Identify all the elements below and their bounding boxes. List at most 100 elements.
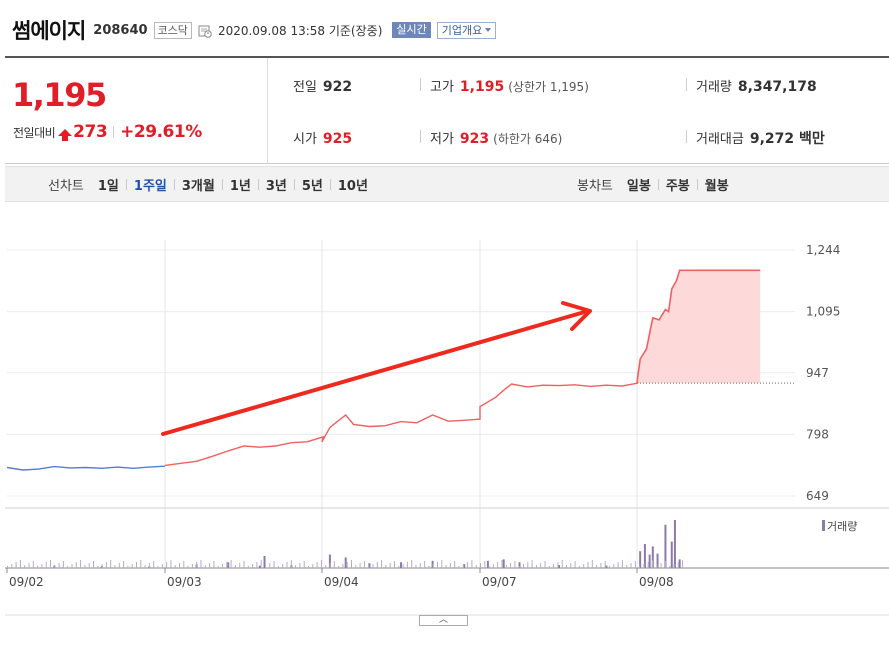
tab-3month[interactable]: 3개월 xyxy=(181,178,215,194)
volume-bar xyxy=(148,563,150,568)
volume-bar xyxy=(227,562,230,568)
price-change: 전일대비 273 +29.61% xyxy=(13,122,202,142)
x-tick-label: 09/07 xyxy=(482,575,517,589)
volume-bar xyxy=(432,564,434,568)
divider xyxy=(420,130,421,143)
volume-bar xyxy=(497,562,499,568)
volume-bar xyxy=(488,566,490,568)
volume-bar xyxy=(437,562,438,568)
volume-bar xyxy=(127,566,129,568)
volume-bar xyxy=(32,561,34,568)
volume-bar xyxy=(265,565,266,568)
divider xyxy=(696,178,698,190)
volume-bar xyxy=(605,565,608,568)
tab-3year[interactable]: 3년 xyxy=(265,178,287,194)
volume-bar xyxy=(196,562,198,568)
open-label: 시가 xyxy=(293,132,317,147)
volume-bar xyxy=(256,562,258,568)
y-tick-label: 1,095 xyxy=(806,305,840,319)
volume-bar xyxy=(19,560,21,568)
volume-bar xyxy=(514,561,516,568)
volume-bar xyxy=(209,563,211,568)
x-tick-label: 09/02 xyxy=(9,575,44,589)
tab-monthly[interactable]: 월봉 xyxy=(704,178,729,194)
collapse-chart-button[interactable]: ︿ xyxy=(419,615,468,626)
volume-bar xyxy=(174,565,176,568)
volume-bar xyxy=(634,561,636,568)
high-label: 고가 xyxy=(430,80,454,95)
volume-bar xyxy=(419,563,421,568)
volume-bar xyxy=(191,564,193,568)
volume-bar xyxy=(234,565,236,568)
volume-bar xyxy=(187,566,189,568)
volume-bar xyxy=(299,563,301,568)
volume-bar xyxy=(342,564,344,568)
volume-bar xyxy=(591,560,593,568)
volume-label: 거래량 xyxy=(696,80,732,95)
change-label: 전일대비 xyxy=(13,125,56,140)
volume-bar xyxy=(626,565,628,568)
volume-bar xyxy=(458,566,460,568)
chart-tabbar: 선차트 1일 1주일 3개월 1년 3년 5년 10년 봉차트 일봉 주봉 월봉 xyxy=(5,166,889,202)
volume-bar xyxy=(376,562,378,568)
line-chart-tabs: 선차트 1일 1주일 3개월 1년 3년 5년 10년 xyxy=(48,167,368,201)
volume-bar xyxy=(269,563,271,568)
volume-bar xyxy=(527,562,529,568)
company-overview-button[interactable]: 기업개요 xyxy=(436,21,497,39)
volume-bar xyxy=(445,565,447,568)
divider xyxy=(329,178,331,190)
volume-bar xyxy=(123,561,125,568)
volume-bar xyxy=(97,566,99,568)
tab-1week[interactable]: 1주일 xyxy=(133,178,167,194)
volume-bar xyxy=(682,560,684,568)
volume-bar xyxy=(144,565,146,568)
volume-bar xyxy=(505,565,507,568)
volume-bar xyxy=(200,560,202,568)
tab-1day[interactable]: 1일 xyxy=(97,178,119,194)
volume-bar xyxy=(258,565,261,568)
volume-bar xyxy=(670,541,673,568)
realtime-button[interactable]: 실시간 xyxy=(392,22,431,38)
volume-bar xyxy=(678,559,681,568)
tab-10year[interactable]: 10년 xyxy=(337,178,368,194)
divider xyxy=(657,178,659,190)
volume-bar xyxy=(402,564,404,568)
volume-bar xyxy=(75,562,77,568)
tab-5year[interactable]: 5년 xyxy=(301,178,323,194)
volume-bar xyxy=(118,563,120,568)
volume-bar xyxy=(574,561,576,568)
turnover-value: 9,272 백만 xyxy=(749,131,825,147)
tab-1year[interactable]: 1년 xyxy=(229,178,251,194)
volume-bar xyxy=(263,556,266,568)
volume-bar xyxy=(502,559,505,568)
volume-bar xyxy=(105,562,107,568)
up-arrow-icon xyxy=(58,126,73,141)
volume-bar xyxy=(415,565,417,568)
today-fill-area xyxy=(637,270,761,384)
tab-weekly[interactable]: 주봉 xyxy=(665,178,690,194)
volume-bar xyxy=(501,560,503,568)
volume-bar xyxy=(428,566,430,568)
volume-bar xyxy=(647,562,649,568)
volume-bar xyxy=(114,565,116,568)
volume-bar xyxy=(424,561,426,568)
volume-bar xyxy=(179,563,180,568)
volume-bar xyxy=(669,566,671,568)
volume-bar xyxy=(484,561,486,568)
tab-daily[interactable]: 일봉 xyxy=(626,178,651,194)
volume-bar xyxy=(368,566,370,568)
volume-bar xyxy=(385,565,387,568)
volume-bar xyxy=(93,561,94,568)
volume-bar xyxy=(131,564,133,568)
volume-bar xyxy=(226,562,228,568)
volume-bar xyxy=(630,563,632,568)
divider xyxy=(686,130,687,143)
volume-bar xyxy=(609,566,610,568)
volume-bar xyxy=(372,564,374,568)
annotation-arrow xyxy=(161,309,590,436)
volume-bar xyxy=(578,566,580,568)
volume-bar xyxy=(54,565,56,568)
volume-bar xyxy=(652,560,653,568)
volume-bar xyxy=(355,565,357,568)
volume-bar xyxy=(363,561,365,568)
